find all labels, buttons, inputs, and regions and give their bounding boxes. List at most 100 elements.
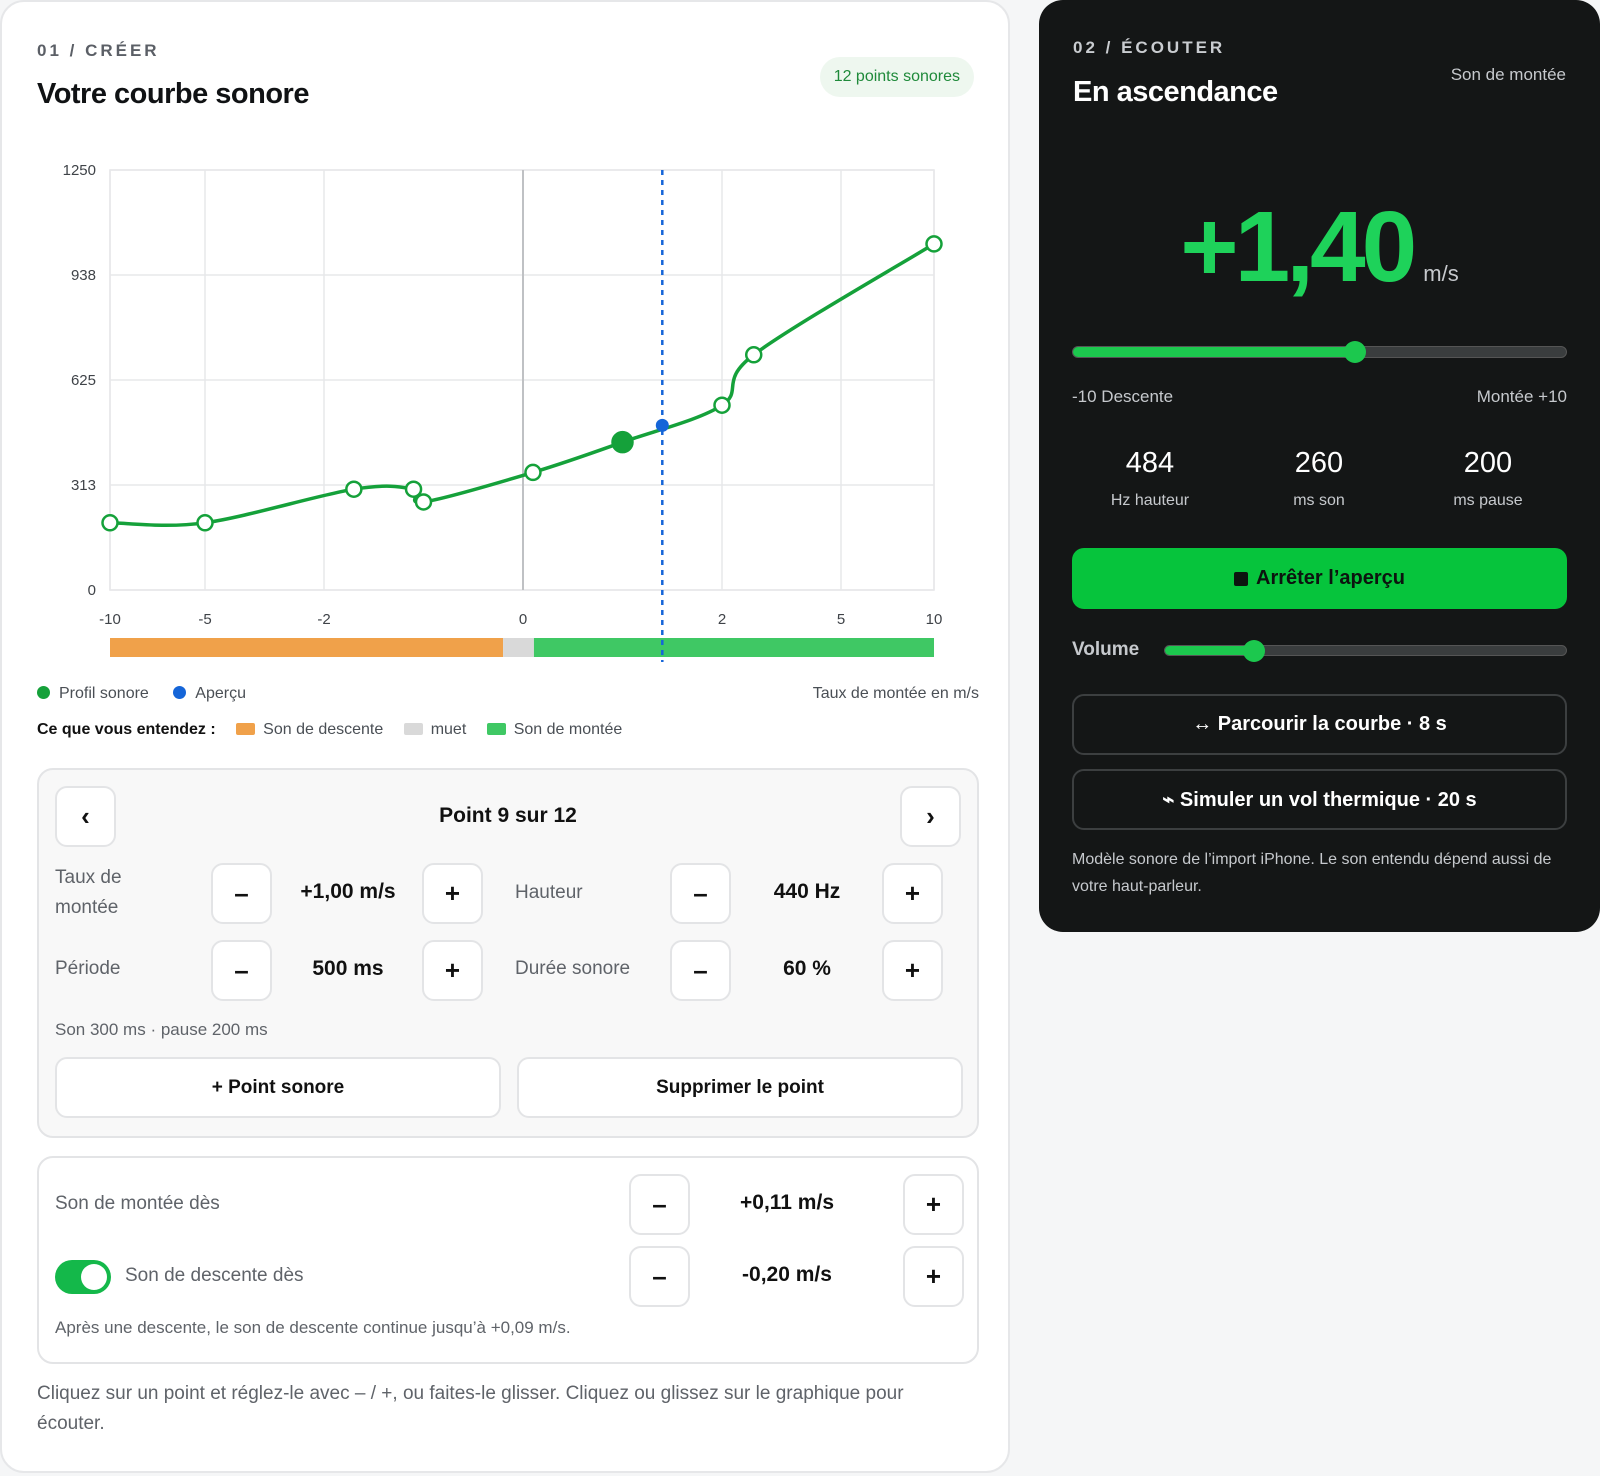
x-tick-label: -2 [317, 611, 330, 628]
period-minus-button[interactable]: – [211, 940, 272, 1001]
volume-slider-thumb[interactable] [1242, 640, 1265, 662]
climb-swatch-icon [486, 723, 506, 735]
climb-threshold-label: Son de montée dès [55, 1193, 220, 1214]
hear-mute-label: muet [430, 721, 467, 738]
climb-threshold-plus-button[interactable]: + [903, 1174, 964, 1235]
add-point-button[interactable]: + Point sonore [55, 1057, 501, 1118]
climb-rate-value: +1,00 m/s [300, 880, 396, 903]
point-nav-title: Point 9 sur 12 [439, 804, 577, 827]
sound-point[interactable] [524, 463, 542, 482]
point-editor: ‹ Point 9 sur 12 › Taux de montée – +1,0… [37, 768, 979, 1138]
sound-point[interactable] [713, 396, 731, 414]
chevron-right-icon: › [926, 801, 935, 831]
mute-swatch-icon [403, 723, 423, 735]
sound-point[interactable] [925, 235, 943, 253]
climb-threshold-value: +0,11 m/s [740, 1191, 834, 1214]
plus-icon: + [904, 955, 921, 985]
hear-climb-label: Son de montée [513, 721, 623, 738]
descent-threshold-plus-button[interactable]: + [903, 1246, 964, 1307]
pitch-plus-button[interactable]: + [882, 863, 943, 924]
plus-icon: + [925, 1189, 942, 1219]
period-label: Période [55, 958, 121, 979]
stat-pause: 200 ms pause [1408, 447, 1568, 510]
sound-band [533, 638, 934, 657]
selected-sound-point[interactable] [611, 430, 634, 454]
y-tick-label: 313 [71, 477, 96, 494]
hear-climb: Son de montée [486, 721, 623, 738]
y-tick-label: 1250 [63, 162, 96, 179]
duty-plus-button[interactable]: + [882, 940, 943, 1001]
legend-profile: Profil sonore [37, 685, 149, 703]
period-plus-button[interactable]: + [422, 940, 483, 1001]
volume-label: Volume [1072, 639, 1140, 660]
climb-rate-minus-button[interactable]: – [211, 863, 272, 924]
preview-dot-icon [173, 686, 187, 699]
duty-minus-button[interactable]: – [670, 940, 731, 1001]
minus-icon: – [693, 878, 708, 908]
create-panel: 01 / CRÉER Votre courbe sonore 12 points… [0, 0, 1010, 1473]
climb-threshold-minus-button[interactable]: – [629, 1174, 690, 1235]
sound-point[interactable] [345, 480, 363, 498]
descent-swatch-icon [236, 723, 256, 735]
descent-sound-toggle[interactable] [55, 1260, 111, 1294]
pitch-minus-button[interactable]: – [670, 863, 731, 924]
descent-threshold-value: -0,20 m/s [742, 1263, 832, 1286]
climb-rate-number: +1,40 [1180, 191, 1417, 303]
y-tick-label: 625 [71, 372, 96, 389]
sound-point[interactable] [404, 480, 423, 498]
minus-icon: – [652, 1189, 667, 1219]
create-kicker: 01 / CRÉER [37, 41, 160, 60]
threshold-note: Après une descente, le son de descente c… [55, 1318, 571, 1337]
sound-point[interactable] [744, 346, 763, 364]
stop-preview-label: Arrêter l’aperçu [1256, 567, 1405, 589]
stop-preview-button[interactable]: Arrêter l’aperçu [1072, 548, 1567, 609]
sound-band [110, 638, 504, 657]
prev-point-button[interactable]: ‹ [55, 786, 116, 847]
help-text: Cliquez sur un point et réglez-le avec –… [37, 1383, 904, 1434]
sweep-curve-button[interactable]: ↔ Parcourir la courbe · 8 s [1072, 694, 1567, 755]
sound-point[interactable] [196, 514, 214, 532]
period-note: Son 300 ms · pause 200 ms [55, 1020, 268, 1039]
sound-point[interactable] [101, 514, 119, 532]
delete-point-button[interactable]: Supprimer le point [517, 1057, 963, 1118]
sound-point[interactable] [414, 493, 433, 511]
sound-model-footnote: Modèle sonore de l’import iPhone. Le son… [1072, 851, 1552, 895]
simulate-thermal-button[interactable]: ⌁ Simuler un vol thermique · 20 s [1072, 769, 1567, 830]
plus-icon: + [925, 1261, 942, 1291]
hear-mute: muet [403, 721, 467, 738]
pitch-value: 440 Hz [773, 880, 841, 903]
profile-curve [109, 242, 935, 528]
climb-rate-plus-button[interactable]: + [422, 863, 483, 924]
threshold-settings: Son de montée dès – +0,11 m/s + Son de d… [37, 1156, 979, 1364]
legend-profile-label: Profil sonore [59, 685, 149, 702]
chart-legend: Profil sonore Aperçu Taux de montée en m… [37, 685, 979, 703]
climb-rate-slider-thumb[interactable] [1344, 341, 1367, 363]
sound-band [503, 638, 534, 657]
plus-icon: + [444, 878, 461, 908]
x-tick-label: -10 [99, 611, 121, 628]
descent-threshold-minus-button[interactable]: – [629, 1246, 690, 1307]
volume-slider-fill [1165, 646, 1254, 655]
toggle-knob [81, 1264, 107, 1290]
climb-rate-label: Taux de montée [55, 867, 122, 918]
y-tick-label: 938 [71, 267, 96, 284]
chevron-left-icon: ‹ [81, 801, 90, 831]
x-tick-label: 10 [926, 611, 943, 628]
range-max-label: Montée +10 [1476, 387, 1567, 406]
axis-caption: Taux de montée en m/s [812, 685, 979, 702]
listen-title: En ascendance [1073, 76, 1278, 108]
sound-curve-chart[interactable]: 1250 938 625 313 0 -10 -5 -2 0 2 5 10 [42, 152, 992, 672]
volume-slider[interactable] [1164, 640, 1567, 662]
sound-mode: Son de montée [1450, 65, 1566, 84]
points-count-badge: 12 points sonores [819, 57, 974, 97]
preview-point [655, 418, 669, 432]
plus-icon: + [444, 955, 461, 985]
hear-legend: Ce que vous entendez : Son de descente m… [37, 721, 638, 739]
hear-descent: Son de descente [236, 721, 383, 738]
climb-rate-slider[interactable] [1072, 341, 1567, 363]
climb-rate-readout: +1,40 m/s [1039, 190, 1600, 305]
period-value: 500 ms [312, 957, 384, 980]
next-point-button[interactable]: › [900, 786, 961, 847]
pitch-label: Hauteur [515, 882, 583, 903]
